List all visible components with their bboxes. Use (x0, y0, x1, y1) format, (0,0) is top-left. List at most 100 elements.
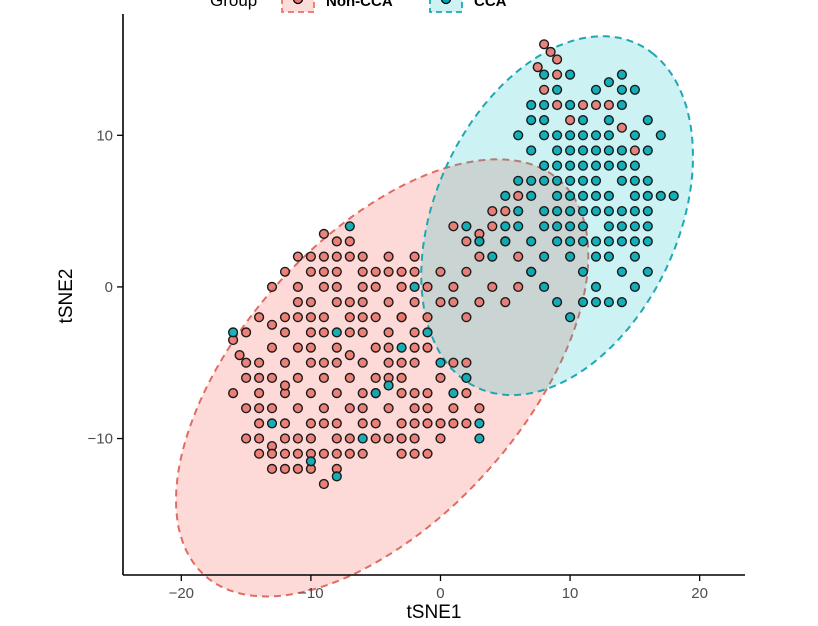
ellipse-non-cca (174, 158, 590, 598)
legend-key-cca (429, 0, 463, 13)
point-non-cca (331, 448, 342, 459)
point-cca (564, 221, 576, 232)
point-non-cca (318, 312, 330, 323)
point-cca (564, 69, 576, 80)
point-non-cca (409, 266, 420, 277)
point-non-cca (461, 357, 472, 368)
point-non-cca (474, 403, 485, 414)
point-non-cca (422, 281, 433, 293)
point-cca (629, 251, 641, 262)
point-cca (603, 77, 615, 88)
point-cca (305, 456, 317, 467)
point-cca (564, 130, 576, 141)
point-non-cca (435, 297, 446, 308)
point-non-cca (331, 418, 342, 429)
point-cca (668, 190, 679, 202)
point-cca (513, 206, 524, 217)
point-cca (551, 206, 563, 217)
point-non-cca (500, 297, 511, 308)
point-non-cca (254, 448, 265, 459)
point-non-cca (422, 312, 433, 323)
point-cca (564, 236, 576, 247)
legend-key-box-non-cca (281, 0, 315, 13)
point-non-cca (487, 221, 498, 232)
point-non-cca (396, 448, 407, 459)
point-non-cca (461, 388, 472, 399)
point-cca (642, 266, 653, 277)
point-non-cca (279, 448, 291, 459)
point-non-cca (357, 312, 368, 323)
point-cca (551, 236, 563, 247)
point-non-cca (370, 418, 381, 429)
point-non-cca (474, 297, 485, 308)
point-cca (577, 266, 589, 277)
point-cca (616, 236, 628, 247)
point-cca (487, 251, 498, 262)
point-cca (629, 175, 641, 186)
point-non-cca (422, 418, 433, 429)
axes (122, 14, 745, 576)
point-non-cca (305, 297, 317, 308)
point-non-cca (305, 312, 317, 323)
x-tick-label: 10 (562, 585, 579, 602)
point-non-cca (279, 327, 291, 338)
point-non-cca (279, 357, 291, 368)
point-non-cca (279, 463, 291, 475)
point-cca (538, 160, 550, 171)
point-cca (655, 130, 666, 141)
point-non-cca (292, 251, 304, 262)
x-ticks: −20 −10 0 10 20 (169, 575, 708, 602)
point-cca (577, 221, 589, 232)
point-cca (538, 99, 550, 111)
point-non-cca (383, 357, 394, 368)
point-cca (603, 145, 615, 156)
point-cca (564, 206, 576, 217)
point-non-cca (357, 266, 368, 277)
point-non-cca (538, 84, 550, 95)
point-non-cca (234, 350, 245, 361)
point-cca (331, 327, 342, 338)
x-axis-label: tSNE1 (407, 602, 462, 623)
y-axis-label: tSNE2 (56, 269, 77, 324)
point-non-cca (357, 403, 368, 414)
point-non-cca (292, 448, 304, 459)
point-cca (603, 114, 615, 126)
point-non-cca (292, 312, 304, 323)
point-cca (642, 206, 653, 217)
point-non-cca (396, 266, 407, 277)
point-non-cca (370, 342, 381, 353)
point-cca (642, 221, 653, 232)
point-non-cca (344, 312, 355, 323)
point-non-cca (241, 372, 252, 384)
point-non-cca (448, 403, 459, 414)
point-non-cca (370, 312, 381, 323)
x-tick-label: −20 (169, 585, 194, 602)
point-non-cca (344, 251, 355, 262)
point-non-cca (292, 372, 304, 384)
point-non-cca (435, 418, 446, 429)
point-non-cca (318, 418, 330, 429)
point-cca (629, 190, 641, 202)
point-non-cca (513, 251, 524, 262)
point-cca (590, 160, 602, 171)
point-cca (357, 433, 368, 444)
point-non-cca (551, 99, 563, 111)
point-non-cca (266, 342, 278, 353)
point-non-cca (344, 403, 355, 414)
point-cca (564, 190, 576, 202)
legend-label-non-cca: Non-CCA (326, 0, 393, 10)
point-cca (629, 84, 641, 95)
point-non-cca (279, 433, 291, 444)
point-cca (616, 221, 628, 232)
point-cca (551, 145, 563, 156)
point-non-cca (396, 372, 407, 384)
point-cca (551, 175, 563, 186)
point-cca (513, 175, 524, 186)
point-cca (526, 145, 537, 156)
point-non-cca (370, 281, 381, 293)
point-cca (616, 69, 628, 80)
point-non-cca (590, 99, 602, 111)
point-non-cca (461, 418, 472, 429)
point-cca (590, 251, 602, 262)
point-non-cca (318, 266, 330, 277)
